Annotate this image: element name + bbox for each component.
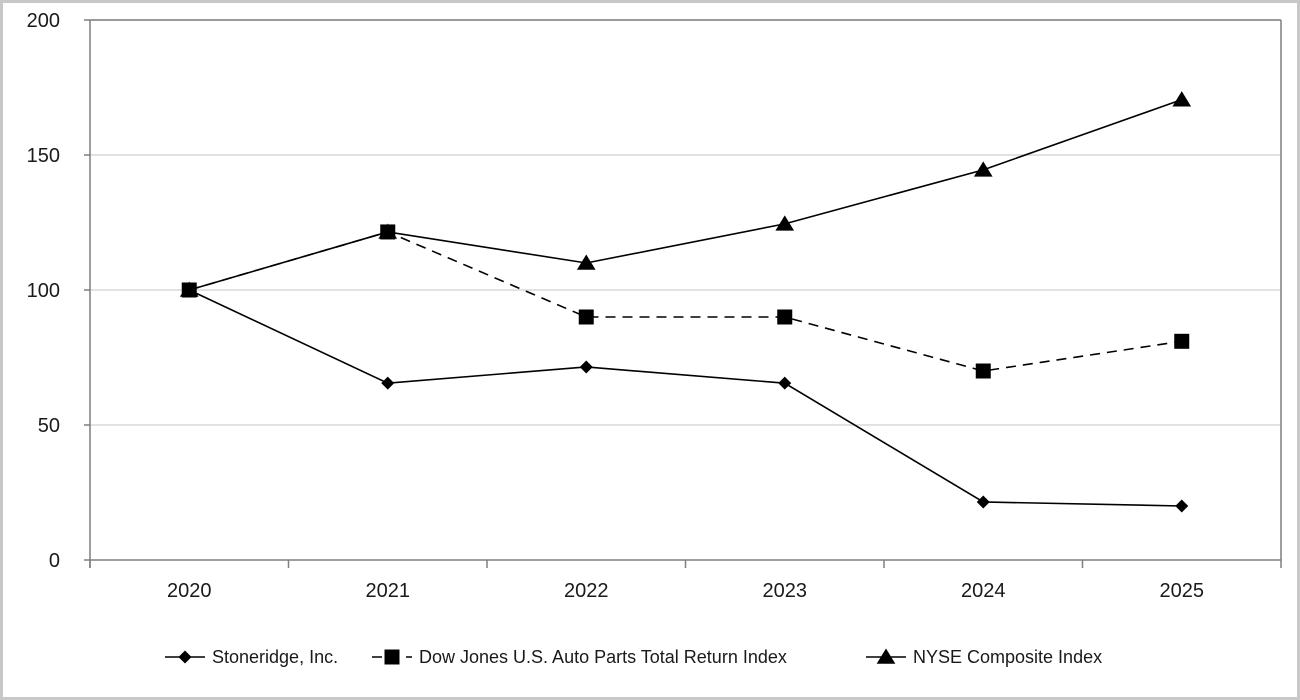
legend-marker-square: [384, 649, 400, 665]
y-tick-label: 100: [27, 280, 60, 302]
data-point-triangle: [1172, 91, 1192, 107]
data-point-diamond: [579, 360, 593, 374]
data-point-triangle: [576, 254, 596, 270]
series-line-square: [189, 231, 1182, 372]
legend-label: NYSE Composite Index: [913, 647, 1102, 667]
y-tick-label: 150: [27, 145, 60, 167]
data-point-square: [1174, 333, 1190, 349]
data-point-square: [181, 282, 197, 298]
data-point-square: [975, 363, 991, 379]
data-point-diamond: [976, 495, 990, 509]
data-point-triangle: [973, 161, 993, 177]
y-tick-label: 50: [38, 415, 60, 437]
data-point-diamond: [381, 376, 395, 390]
data-point-square: [777, 309, 793, 325]
legend-label: Dow Jones U.S. Auto Parts Total Return I…: [419, 647, 787, 667]
x-tick-label: 2021: [366, 580, 411, 602]
legend-marker-diamond: [178, 650, 192, 664]
x-tick-label: 2020: [167, 580, 212, 602]
y-tick-label: 200: [27, 10, 60, 32]
data-point-triangle: [775, 215, 795, 231]
x-tick-label: 2025: [1160, 580, 1205, 602]
x-tick-label: 2024: [961, 580, 1006, 602]
y-tick-label: 0: [49, 550, 60, 572]
series-line-diamond: [188, 289, 1182, 507]
x-tick-label: 2022: [564, 580, 609, 602]
data-point-diamond: [778, 376, 792, 390]
data-point-square: [380, 224, 396, 240]
legend-label: Stoneridge, Inc.: [212, 647, 338, 667]
legend-marker-triangle: [876, 648, 896, 664]
x-tick-label: 2023: [763, 580, 808, 602]
data-point-square: [578, 309, 594, 325]
data-point-diamond: [1175, 499, 1189, 513]
